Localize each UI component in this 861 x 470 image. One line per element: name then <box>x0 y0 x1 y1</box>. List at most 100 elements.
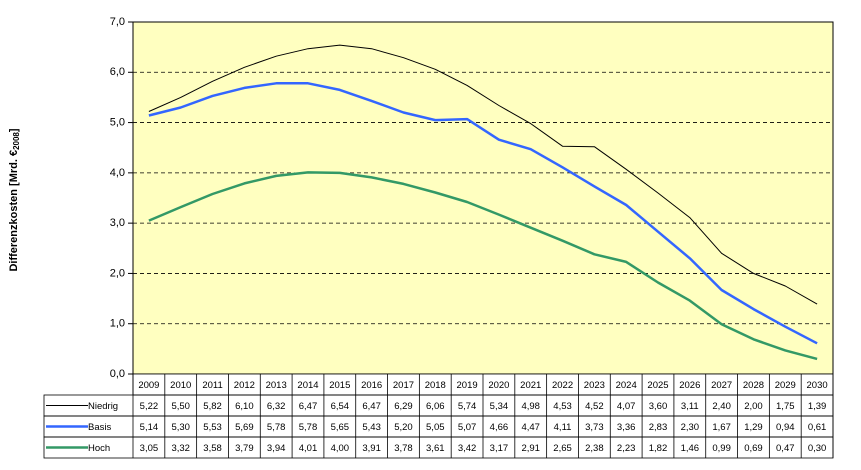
x-tick-label: 2028 <box>743 380 764 391</box>
table-value: 6,47 <box>299 401 318 412</box>
table-value: 6,32 <box>267 401 286 412</box>
table-value: 4,11 <box>554 422 572 433</box>
x-tick-label: 2020 <box>488 380 509 391</box>
table-value: 1,82 <box>649 443 668 454</box>
table-value: 2,38 <box>585 443 604 454</box>
table-value: 3,11 <box>681 401 699 412</box>
x-tick-label: 2021 <box>520 380 541 391</box>
table-value: 1,46 <box>681 443 700 454</box>
table-value: 5,78 <box>267 422 286 433</box>
table-value: 5,14 <box>140 422 159 433</box>
table-value: 0,47 <box>776 443 795 454</box>
y-tick-label: 4,0 <box>110 167 125 179</box>
table-value: 3,73 <box>585 422 604 433</box>
table-value: 2,91 <box>521 443 540 454</box>
x-tick-label: 2026 <box>679 380 700 391</box>
table-value: 4,00 <box>331 443 350 454</box>
y-tick-label: 3,0 <box>110 217 125 229</box>
table-value: 0,69 <box>744 443 763 454</box>
table-value: 3,17 <box>490 443 509 454</box>
table-value: 0,61 <box>808 422 827 433</box>
x-tick-label: 2010 <box>170 380 191 391</box>
series-line <box>148 44 818 305</box>
table-value: 5,78 <box>299 422 318 433</box>
table-value: 4,66 <box>490 422 509 433</box>
table-value: 5,53 <box>203 422 222 433</box>
table-value: 3,36 <box>617 422 636 433</box>
table-value: 2,83 <box>649 422 668 433</box>
table-value: 3,61 <box>426 443 445 454</box>
table-value: 0,94 <box>776 422 795 433</box>
table-value: 5,20 <box>394 422 413 433</box>
table-value: 5,82 <box>203 401 222 412</box>
x-tick-label: 2013 <box>266 380 287 391</box>
x-tick-label: 2030 <box>807 380 828 391</box>
table-value: 0,30 <box>808 443 827 454</box>
x-tick-label: 2012 <box>234 380 255 391</box>
x-tick-label: 2027 <box>711 380 732 391</box>
table-value: 3,94 <box>267 443 286 454</box>
table-value: 4,01 <box>299 443 318 454</box>
table-value: 4,47 <box>521 422 540 433</box>
x-tick-label: 2022 <box>552 380 573 391</box>
x-tick-label: 2025 <box>647 380 668 391</box>
x-tick-label: 2024 <box>616 380 637 391</box>
table-value: 3,79 <box>235 443 254 454</box>
table-value: 6,29 <box>394 401 413 412</box>
y-tick-label: 0,0 <box>110 368 125 380</box>
table-value: 0,99 <box>712 443 731 454</box>
legend-label: Hoch <box>88 443 110 454</box>
table-value: 5,74 <box>458 401 477 412</box>
table-value: 6,06 <box>426 401 445 412</box>
x-tick-label: 2029 <box>775 380 796 391</box>
y-tick-label: 1,0 <box>110 318 125 330</box>
x-tick-label: 2015 <box>329 380 350 391</box>
table-value: 5,30 <box>171 422 190 433</box>
y-label-end: ] <box>8 128 20 132</box>
x-tick-label: 2014 <box>297 380 318 391</box>
table-value: 5,05 <box>426 422 445 433</box>
table-value: 1,39 <box>808 401 827 412</box>
plot-area <box>133 22 833 374</box>
table-value: 3,58 <box>203 443 222 454</box>
legend-label: Basis <box>88 422 111 433</box>
table-value: 2,30 <box>681 422 700 433</box>
table-value: 3,91 <box>362 443 381 454</box>
table-value: 3,32 <box>171 443 190 454</box>
x-tick-label: 2011 <box>202 380 222 391</box>
table-value: 2,40 <box>712 401 731 412</box>
y-tick-label: 6,0 <box>110 66 125 78</box>
x-tick-label: 2009 <box>138 380 159 391</box>
x-tick-label: 2019 <box>457 380 478 391</box>
table-value: 4,98 <box>521 401 540 412</box>
table-value: 6,10 <box>235 401 254 412</box>
table-value: 1,29 <box>744 422 763 433</box>
y-axis-label: Differenzkosten [Mrd. €2008] <box>8 128 21 271</box>
table-value: 5,07 <box>458 422 477 433</box>
y-tick-label: 7,0 <box>110 16 125 28</box>
table-value: 3,05 <box>140 443 159 454</box>
table-value: 2,00 <box>744 401 763 412</box>
table-value: 4,07 <box>617 401 636 412</box>
table-value: 2,23 <box>617 443 636 454</box>
x-tick-label: 2016 <box>361 380 382 391</box>
y-label-sub: 2008 <box>12 132 21 150</box>
table-value: 5,65 <box>331 422 350 433</box>
table-value: 5,34 <box>490 401 509 412</box>
table-value: 6,47 <box>362 401 381 412</box>
table-value: 5,43 <box>362 422 381 433</box>
table-value: 3,78 <box>394 443 413 454</box>
table-value: 2,65 <box>553 443 572 454</box>
y-tick-label: 5,0 <box>110 116 125 128</box>
table-value: 5,50 <box>171 401 190 412</box>
y-label-main: Differenzkosten [Mrd. € <box>8 150 20 272</box>
table-value: 1,67 <box>712 422 731 433</box>
table-value: 1,75 <box>776 401 795 412</box>
legend-label: Niedrig <box>88 401 118 412</box>
table-value: 4,53 <box>553 401 572 412</box>
table-value: 6,54 <box>331 401 350 412</box>
table-value: 5,69 <box>235 422 254 433</box>
table-value: 3,60 <box>649 401 668 412</box>
table-value: 4,52 <box>585 401 604 412</box>
